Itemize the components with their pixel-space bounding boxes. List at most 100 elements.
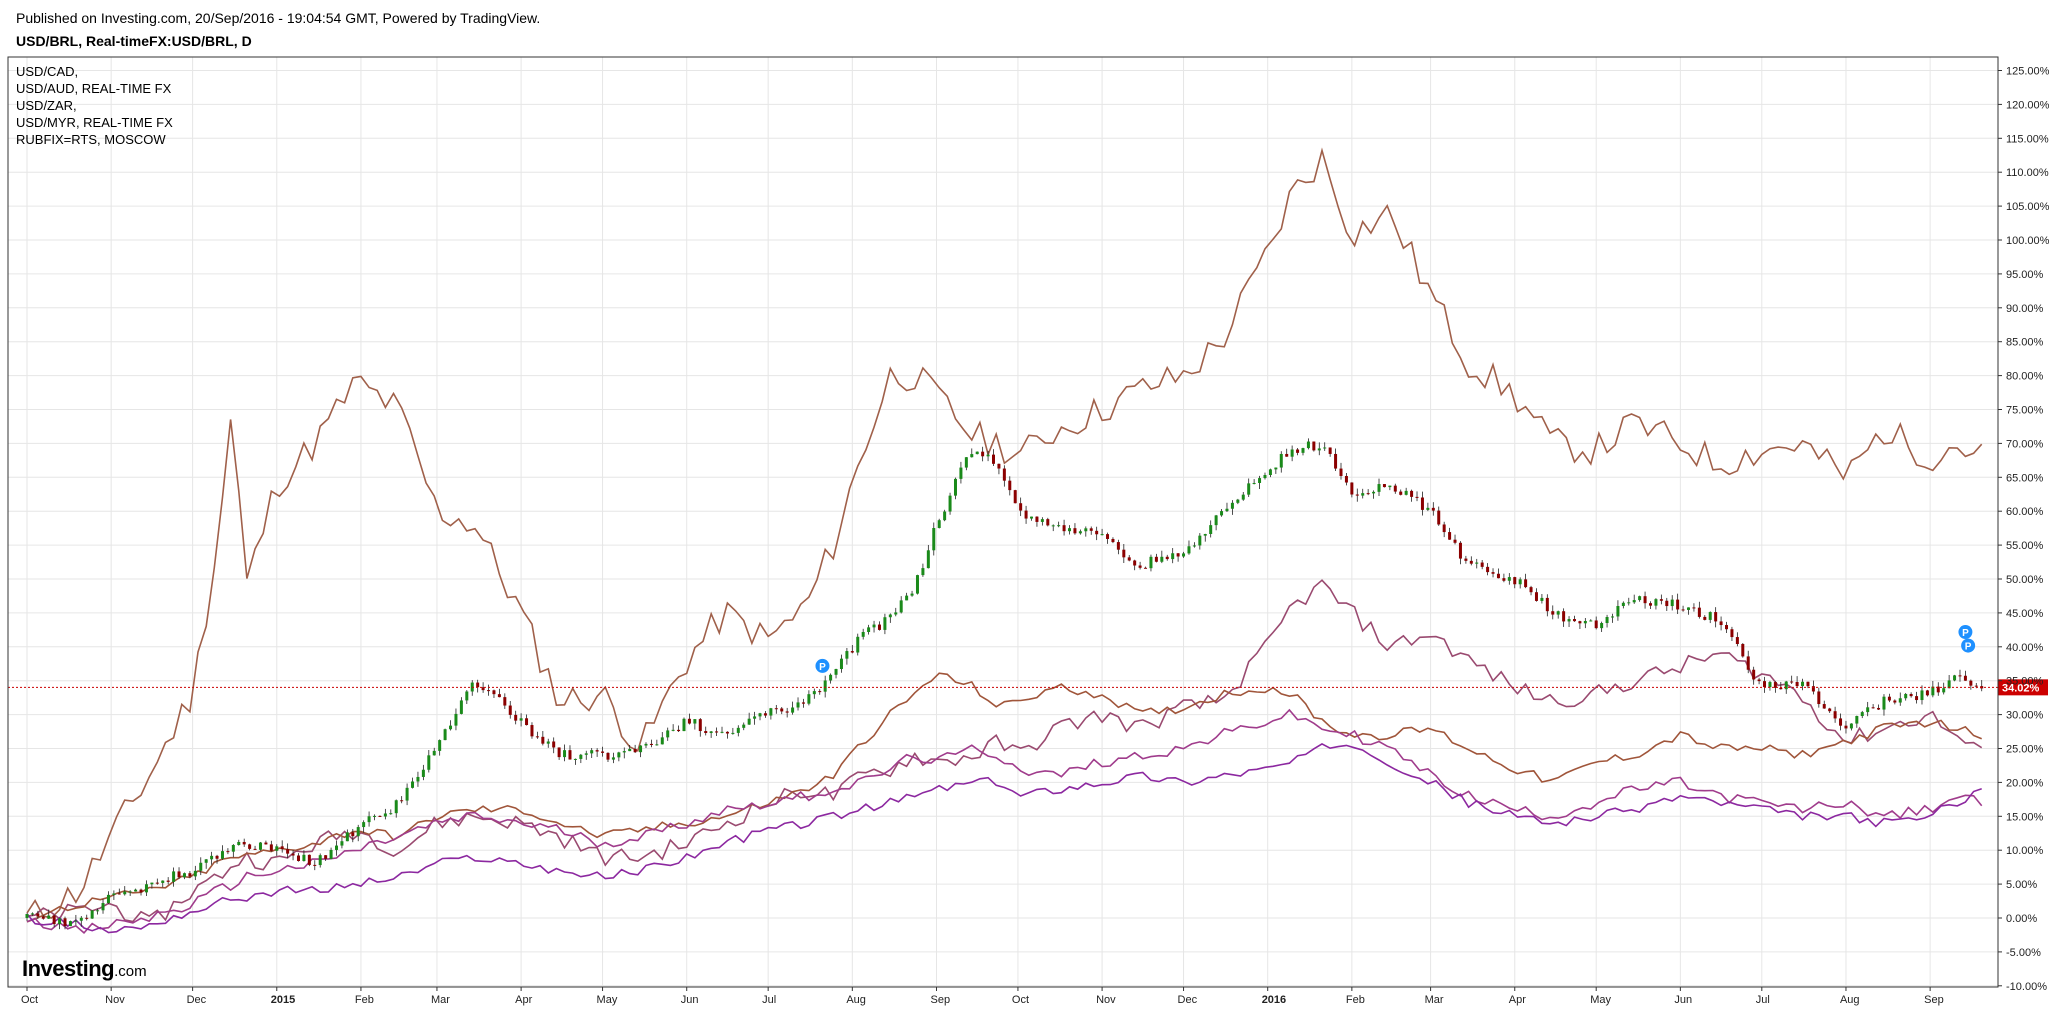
candle-body <box>530 725 534 737</box>
candle-body <box>199 862 203 871</box>
candle-body <box>1154 556 1158 562</box>
candle-body <box>182 873 186 878</box>
x-tick-label: Aug <box>1840 994 1860 1006</box>
candle-body <box>1437 510 1441 525</box>
candle-body <box>590 750 594 754</box>
candle-body <box>1236 499 1240 503</box>
candle-body <box>1860 712 1864 717</box>
candle-body <box>725 731 729 734</box>
event-marker-label: P <box>1965 642 1972 653</box>
candle-body <box>1100 534 1104 536</box>
candle-body <box>1057 525 1061 527</box>
y-tick-label: 105.00% <box>2006 201 2050 213</box>
candle-body <box>1388 485 1392 488</box>
candle-body <box>1355 494 1359 496</box>
candle-body <box>438 740 442 751</box>
candle-body <box>1182 553 1186 557</box>
x-tick-label: Apr <box>515 994 532 1006</box>
candle-layer <box>25 438 1984 930</box>
candle-body <box>867 627 871 632</box>
candle-body <box>1540 597 1544 601</box>
candle-body <box>210 855 214 860</box>
candle-body <box>845 651 849 659</box>
candle-body <box>747 718 751 725</box>
y-tick-label: 100.00% <box>2006 235 2050 247</box>
candle-body <box>351 832 355 837</box>
candle-body <box>1361 493 1365 496</box>
candle-body <box>1931 686 1935 696</box>
candle-body <box>1600 623 1604 629</box>
overlay-layer: 34.02%PPP <box>8 625 2048 696</box>
candle-body <box>1687 607 1691 610</box>
event-marker-dot <box>815 658 830 673</box>
candle-body <box>1746 656 1750 670</box>
candle-body <box>937 520 941 529</box>
candle-body <box>36 913 40 917</box>
candle-body <box>628 748 632 752</box>
candle-body <box>193 870 197 877</box>
legend-entry-usdcad: USD/CAD, <box>16 64 79 79</box>
candle-body <box>1524 579 1528 588</box>
candle-body <box>1442 524 1446 533</box>
candle-body <box>1165 556 1169 560</box>
candle-body <box>1030 516 1034 519</box>
candle-body <box>1263 475 1267 479</box>
candle-body <box>1138 565 1142 568</box>
candle-body <box>1176 553 1180 557</box>
candle-body <box>888 614 892 618</box>
candle-body <box>1035 516 1039 522</box>
x-tick-label: Dec <box>1178 994 1198 1006</box>
candle-body <box>329 849 333 859</box>
x-tick-label: Sep <box>930 994 950 1006</box>
candle-body <box>1464 558 1468 561</box>
candle-body <box>1160 556 1164 562</box>
candle-body <box>639 745 643 753</box>
candle-body <box>1763 681 1767 688</box>
candle-body <box>1198 535 1202 546</box>
candle-body <box>242 841 246 845</box>
candle-body <box>1779 687 1783 690</box>
candle-body <box>340 841 344 846</box>
candle-body <box>334 845 338 850</box>
legend-entry-rubfix: RUBFIX=RTS, MOSCOW <box>16 132 166 147</box>
x-tick-label: Oct <box>21 994 38 1006</box>
candle-body <box>508 705 512 715</box>
candle-body <box>427 755 431 770</box>
candle-body <box>226 851 230 853</box>
candle-body <box>1730 629 1734 638</box>
candle-body <box>1209 525 1213 534</box>
candle-body <box>296 855 300 862</box>
y-tick-label: 50.00% <box>2006 574 2044 586</box>
candle-body <box>801 702 805 704</box>
candle-body <box>1855 716 1859 724</box>
candle-body <box>378 815 382 817</box>
candle-body <box>1719 621 1723 626</box>
logo-domain: .com <box>114 963 147 980</box>
y-tick-label: 40.00% <box>2006 642 2044 654</box>
candle-body <box>568 750 572 760</box>
investing-logo[interactable]: Investing.com <box>22 956 147 982</box>
candle-body <box>503 697 507 706</box>
candle-body <box>345 832 349 842</box>
candle-body <box>112 893 116 895</box>
candle-body <box>1697 607 1701 617</box>
axis-layer: 125.00% 120.00% 115.00% 110.00% 105.00% 100.0… <box>21 66 2050 1007</box>
candle-body <box>139 889 143 893</box>
event-marker[interactable]: P <box>815 658 830 673</box>
candle-body <box>677 729 681 732</box>
x-tick-label: Aug <box>846 994 866 1006</box>
event-marker[interactable]: P <box>1958 625 1973 640</box>
candle-body <box>25 913 29 918</box>
candle-body <box>975 451 979 455</box>
candle-body <box>1621 602 1625 607</box>
series-legend: USD/CAD, USD/AUD, REAL-TIME FX USD/ZAR, … <box>16 63 173 148</box>
candle-body <box>660 737 664 745</box>
candle-body <box>1735 637 1739 645</box>
candle-body <box>731 732 735 734</box>
candle-body <box>1844 725 1848 729</box>
x-tick-label: Mar <box>1425 994 1444 1006</box>
candle-body <box>1068 528 1072 532</box>
candle-body <box>1013 490 1017 504</box>
event-marker[interactable]: P <box>1961 638 1976 653</box>
